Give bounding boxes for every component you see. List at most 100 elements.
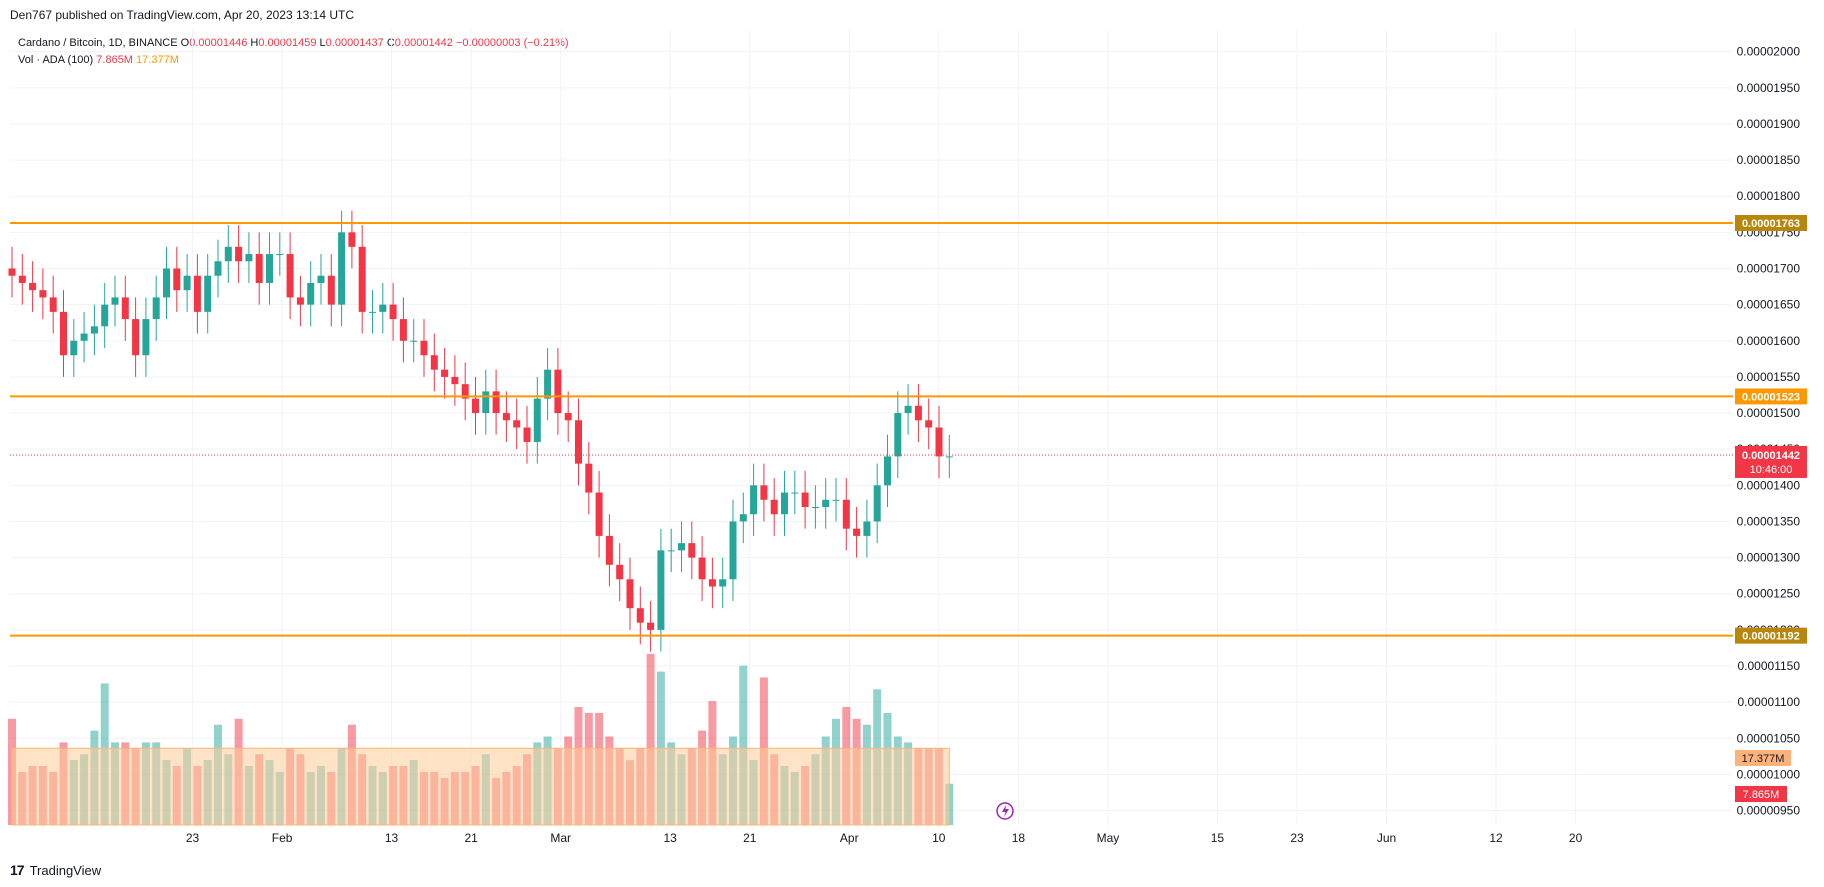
price-tick-label: 0.00001500 — [1737, 406, 1801, 420]
time-tick-label: 18 — [1012, 831, 1026, 845]
candle — [18, 254, 26, 305]
price-axis: 0.00002000 0.00001950 0.00001900 0.00001850… — [1737, 45, 1801, 818]
candle-body — [873, 485, 881, 522]
candle — [8, 246, 16, 298]
candle — [750, 463, 758, 536]
candle — [90, 304, 98, 356]
candle — [101, 282, 109, 348]
candle — [163, 246, 170, 320]
price-tick-label: 0.00001000 — [1737, 767, 1801, 781]
candle — [348, 210, 356, 269]
candle — [389, 282, 397, 341]
candle-body — [358, 246, 366, 312]
candle-body — [863, 521, 871, 536]
candle-body — [111, 297, 119, 305]
candle-body — [379, 304, 387, 312]
candle — [575, 398, 582, 486]
candle — [616, 543, 624, 601]
candle-body — [781, 492, 788, 515]
candle-body — [914, 405, 922, 421]
candle-body — [266, 254, 273, 283]
candle — [358, 225, 366, 334]
candle — [472, 376, 479, 435]
candle-body — [49, 297, 57, 312]
candle — [173, 246, 181, 312]
price-tick-label: 0.00001600 — [1737, 334, 1801, 348]
time-tick-label: 21 — [743, 831, 757, 845]
candle-body — [770, 499, 778, 515]
candle — [235, 225, 243, 283]
candle-body — [39, 290, 47, 298]
candle-body — [173, 268, 181, 291]
candle — [214, 239, 222, 298]
candle-body — [544, 369, 552, 399]
low-label: L — [319, 37, 326, 49]
candle-body — [296, 297, 304, 305]
price-tick-label: 0.00001850 — [1737, 153, 1801, 167]
candle-body — [616, 564, 624, 580]
candle — [647, 600, 655, 652]
candle — [307, 261, 315, 327]
candle-body — [132, 319, 140, 356]
candle — [142, 297, 150, 377]
candle-body — [678, 543, 685, 551]
candle-body — [832, 499, 840, 501]
candle — [132, 297, 140, 377]
low-value: 0.00001437 — [325, 37, 384, 49]
candle — [193, 254, 201, 334]
tradingview-logo-icon: 17 — [10, 862, 25, 878]
level-badge-label: 0.00001192 — [1742, 631, 1800, 643]
candle — [399, 297, 407, 363]
symbol-name[interactable]: Cardano / Bitcoin, 1D, BINANCE — [18, 37, 178, 49]
candle-body — [80, 333, 88, 341]
candle — [873, 463, 881, 544]
last-price-label: 0.00001442 — [1742, 450, 1800, 462]
time-tick-label: 20 — [1569, 831, 1583, 845]
candle — [914, 384, 922, 442]
candle-body — [18, 275, 26, 283]
price-tick-label: 0.00001100 — [1737, 695, 1800, 709]
volume-badge — [1735, 786, 1787, 802]
candle — [296, 275, 304, 327]
high-label: H — [250, 37, 259, 49]
candle-body — [29, 282, 37, 291]
chart-legend: Cardano / Bitcoin, 1D, BINANCE O0.000014… — [18, 35, 569, 69]
candle-body — [667, 550, 675, 552]
candle — [327, 254, 335, 327]
candle — [276, 232, 284, 276]
candle — [904, 384, 912, 435]
open-value: 0.00001446 — [189, 37, 248, 49]
candle-body — [811, 507, 819, 508]
candle-body — [626, 579, 634, 609]
candle-body — [142, 319, 150, 356]
candle-body — [554, 369, 562, 414]
candle-body — [193, 275, 201, 312]
candle-body — [760, 485, 768, 500]
axis-badges: 0.00001763 0.00001523 0.00001192 0.00001442… — [1735, 214, 1807, 802]
volume-ma-value: 17.377M — [136, 54, 179, 66]
replay-icon[interactable] — [996, 802, 1014, 820]
candle-body — [152, 297, 160, 320]
candle — [925, 398, 933, 450]
candle-body — [842, 499, 850, 529]
candle-body — [853, 528, 861, 536]
candle-body — [935, 427, 943, 457]
price-tick-label: 0.00001550 — [1737, 370, 1801, 384]
price-tick-label: 0.00000950 — [1737, 804, 1801, 818]
candle — [523, 405, 531, 464]
candle-body — [708, 579, 716, 587]
candle-body — [502, 413, 510, 421]
tradingview-logo[interactable]: 17 TradingView — [10, 862, 101, 878]
grid-lines — [10, 30, 1733, 825]
candle — [513, 398, 521, 450]
price-tick-label: 0.00001800 — [1737, 189, 1801, 203]
candle — [204, 254, 212, 334]
volume-label[interactable]: Vol · ADA (100) — [18, 54, 94, 66]
candle — [688, 521, 696, 580]
candle-body — [389, 304, 397, 320]
level-badge-label: 0.00001523 — [1742, 391, 1800, 403]
price-tick-label: 0.00001900 — [1737, 117, 1801, 131]
candle — [770, 478, 778, 536]
candle-body — [121, 297, 129, 320]
